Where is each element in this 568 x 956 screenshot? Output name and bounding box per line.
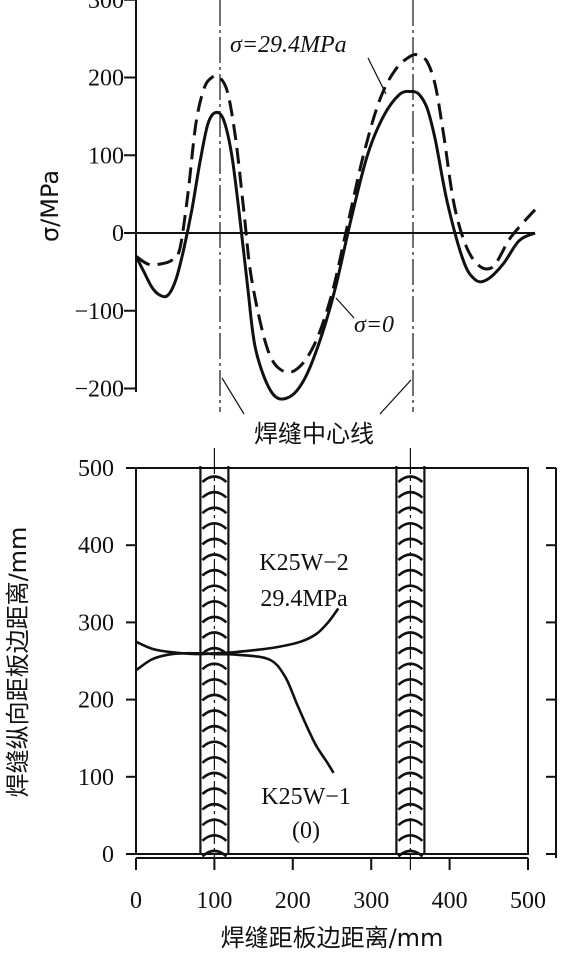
- weld-bead-ripple: [201, 709, 228, 717]
- stress-distribution-chart: 300 200 100 0 −100 −200 σ/MPa σ=29.4MPa σ=0 焊…: [36, 0, 537, 448]
- weld-bead-ripple: [397, 631, 424, 639]
- weld-bead-ripple: [397, 646, 424, 655]
- bottom-x-axis-label: 焊缝距板边距离/mm: [221, 924, 444, 952]
- centerline-leader-left: [221, 377, 245, 415]
- bottom-plot-frame: [135, 467, 529, 855]
- bottom-x-tick-label: 400: [432, 888, 468, 914]
- bottom-y-axis-label: 焊缝纵向距板边距离/mm: [4, 527, 32, 798]
- bottom-y-tick-label: 500: [78, 456, 114, 482]
- label-k25w-1-stress: (0): [292, 818, 320, 844]
- weld-bead-ripple: [201, 537, 228, 546]
- weld-bead-ripple: [397, 662, 424, 671]
- weld-bead-ripple: [397, 709, 424, 717]
- legend-unloaded-leader: [335, 297, 355, 319]
- top-y-tick-label: −200: [74, 377, 124, 403]
- weld-bead-ripple: [397, 553, 424, 561]
- top-y-ticks: 300 200 100 0 −100 −200: [74, 0, 136, 403]
- weld-bead-ripple: [397, 537, 424, 546]
- weld-bead-ripple: [201, 522, 228, 530]
- weld-bead-ripple: [201, 568, 228, 577]
- weld-strip-1: [199, 448, 230, 870]
- bottom-y-tick-label: 200: [78, 688, 114, 714]
- weld-bead-ripple: [201, 584, 228, 593]
- weld-bead-ripple: [201, 787, 228, 795]
- legend-unloaded-label: σ=0: [354, 312, 394, 338]
- weld-bead-ripple: [397, 818, 424, 827]
- bottom-x-tick-label: 100: [196, 888, 232, 914]
- weld-bead-ripple: [397, 693, 424, 702]
- centerline-leader-right: [379, 379, 412, 415]
- label-k25w-2-stress: 29.4MPa: [260, 586, 348, 612]
- weld-bead-ripple: [397, 740, 424, 749]
- weld-bead-ripple: [201, 834, 228, 842]
- top-y-tick-label: −100: [74, 299, 124, 325]
- legend-loaded-label: σ=29.4MPa: [230, 32, 347, 58]
- weld-bead-ripple: [201, 724, 228, 733]
- bottom-x-tick-label: 500: [510, 888, 546, 914]
- bottom-x-tick-label: 300: [353, 888, 389, 914]
- weld-bead-ripple: [397, 849, 424, 858]
- weld-bead-ripple: [201, 615, 228, 624]
- series-k25w-1-curve: [135, 651, 335, 774]
- weld-bead-ripple: [201, 818, 228, 827]
- weld-bead-ripple: [201, 506, 228, 515]
- weld-bead-ripple: [201, 756, 228, 764]
- weld-bead-ripple: [397, 522, 424, 530]
- bottom-y-tick-label: 400: [78, 533, 114, 559]
- weld-bead-ripple: [397, 678, 424, 686]
- top-y-tick-label: 200: [88, 66, 124, 92]
- label-k25w-1: K25W−1: [261, 784, 351, 810]
- weld-bead-ripple: [201, 475, 228, 483]
- bottom-y-tick-label: 300: [78, 610, 114, 636]
- weld-bead-ripple: [201, 553, 228, 561]
- weld-bead-ripple: [397, 584, 424, 593]
- bottom-x-tick-label: 0: [130, 888, 142, 914]
- top-y-axis-label: σ/MPa: [36, 170, 64, 242]
- weld-bead-ripple: [201, 662, 228, 671]
- weld-bead-ripple: [201, 771, 228, 780]
- bottom-y-tick-label: 0: [102, 842, 114, 868]
- bottom-y-tick-label: 100: [78, 765, 114, 791]
- weld-bead-ripple: [201, 693, 228, 702]
- weld-bead-ripple: [397, 771, 424, 780]
- weld-bead-ripple: [201, 678, 228, 686]
- top-y-tick-label: 300: [88, 0, 124, 14]
- bottom-y-ticks: 500 400 300 200 100 0: [78, 456, 556, 868]
- top-y-tick-label: 100: [88, 143, 124, 169]
- weld-bead-ripple: [397, 475, 424, 483]
- series-k25w-2-curve: [135, 607, 340, 656]
- weld-strip-2: [395, 448, 426, 870]
- bottom-x-tick-label: 200: [275, 888, 311, 914]
- weld-bead-ripple: [201, 490, 228, 499]
- weld-bead-ripple: [397, 787, 424, 795]
- centerline-label: 焊缝中心线: [254, 420, 374, 448]
- bottom-x-ticks: 0 100 200 300 400 500: [130, 858, 546, 914]
- weld-bead-ripple: [397, 834, 424, 842]
- weld-bead-ripple: [397, 802, 424, 811]
- weld-bead-ripple: [397, 490, 424, 499]
- top-y-tick-label: 0: [112, 221, 124, 247]
- weld-bead-ripple: [397, 724, 424, 733]
- weld-bead-ripple: [201, 802, 228, 811]
- weld-bead-ripple: [201, 849, 228, 858]
- weld-bead-ripple: [201, 740, 228, 749]
- weld-bead-ripple: [397, 600, 424, 608]
- legend-loaded-leader: [367, 57, 387, 95]
- weld-bead-ripple: [201, 631, 228, 639]
- series-loaded-curve: [135, 52, 537, 375]
- weld-bead-ripple: [201, 600, 228, 608]
- crack-path-chart: 500 400 300 200 100 0 0 100 200 300 400 500 K25W−2…: [4, 448, 557, 952]
- weld-bead-ripple: [397, 506, 424, 515]
- label-k25w-2: K25W−2: [259, 550, 349, 576]
- series-unloaded-curve: [134, 89, 536, 401]
- weld-bead-ripple: [397, 615, 424, 624]
- weld-bead-ripple: [397, 756, 424, 764]
- weld-bead-ripple: [397, 568, 424, 577]
